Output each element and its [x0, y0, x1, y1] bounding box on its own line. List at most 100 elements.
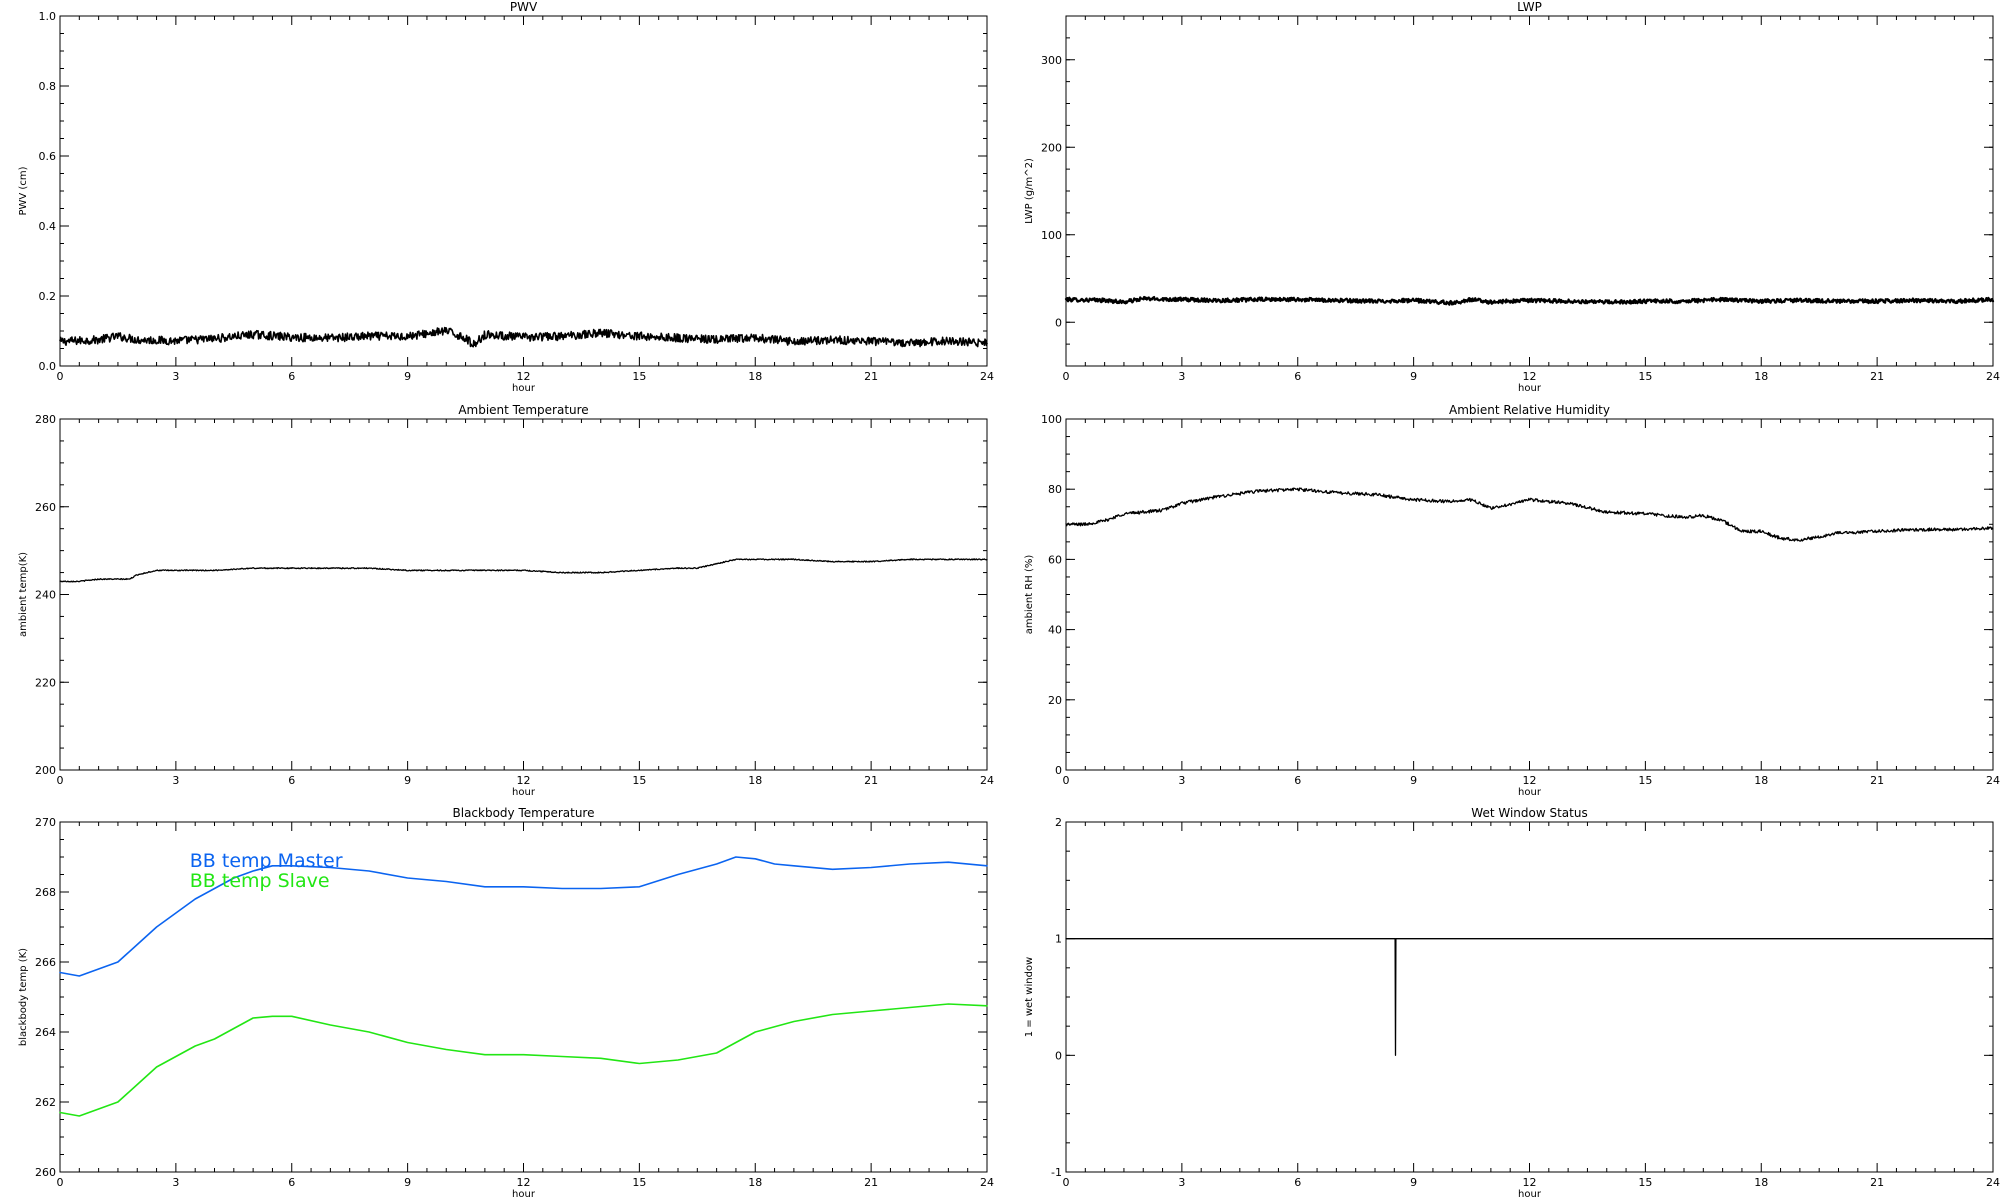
y-axis-label: ambient RH (%) — [1024, 555, 1035, 635]
y-tick-label: 200 — [35, 764, 56, 777]
chart-title: Ambient Relative Humidity — [1449, 403, 1610, 417]
x-tick-label: 12 — [517, 774, 531, 787]
series-line-1 — [1065, 938, 1994, 1056]
plot-frame — [59, 418, 988, 771]
x-tick-label: 0 — [1063, 1176, 1070, 1189]
x-axis-label: hour — [512, 1189, 536, 1200]
x-tick-label: 12 — [517, 370, 531, 383]
x-tick-label: 12 — [1523, 1176, 1537, 1189]
x-tick-label: 9 — [404, 774, 411, 787]
chart-title: Wet Window Status — [1471, 806, 1587, 820]
y-tick-label: 260 — [35, 1166, 56, 1179]
x-tick-label: 12 — [1523, 774, 1537, 787]
y-axis-label: blackbody temp (K) — [18, 948, 29, 1046]
x-tick-label: 3 — [172, 774, 179, 787]
x-tick-label: 15 — [632, 370, 646, 383]
x-tick-label: 0 — [57, 370, 64, 383]
y-tick-label: -1 — [1051, 1166, 1062, 1179]
y-tick-label: 1 — [1055, 933, 1062, 946]
y-tick-label: 0 — [1055, 316, 1062, 329]
x-tick-label: 0 — [57, 1176, 64, 1189]
y-tick-label: 266 — [35, 956, 56, 969]
chart-panel-3: Ambient Temperature 0 3 6 9 12 15 18 21 24 hour 200… — [18, 403, 994, 798]
x-tick-label: 0 — [1063, 370, 1070, 383]
y-tick-label: 60 — [1048, 553, 1062, 566]
x-tick-label: 15 — [1638, 370, 1652, 383]
x-tick-label: 0 — [57, 774, 64, 787]
x-tick-label: 18 — [748, 370, 762, 383]
x-tick-label: 9 — [1410, 370, 1417, 383]
y-tick-label: 0.8 — [39, 80, 57, 93]
x-tick-label: 18 — [748, 774, 762, 787]
y-tick-label: 0.0 — [39, 360, 57, 373]
x-tick-label: 9 — [1410, 1176, 1417, 1189]
x-tick-label: 21 — [1870, 1176, 1884, 1189]
series-line-1 — [59, 326, 988, 348]
y-tick-label: 260 — [35, 501, 56, 514]
x-tick-label: 21 — [1870, 774, 1884, 787]
y-axis-label: ambient temp(K) — [18, 552, 29, 637]
x-tick-label: 24 — [980, 370, 994, 383]
y-tick-label: 20 — [1048, 694, 1062, 707]
x-tick-label: 24 — [980, 1176, 994, 1189]
y-tick-label: 80 — [1048, 483, 1062, 496]
y-tick-label: 0.6 — [39, 150, 57, 163]
x-tick-label: 21 — [1870, 370, 1884, 383]
x-tick-label: 6 — [288, 774, 295, 787]
x-tick-label: 9 — [404, 370, 411, 383]
x-tick-label: 24 — [1986, 1176, 2000, 1189]
y-tick-label: 240 — [35, 589, 56, 602]
plot-frame — [1065, 821, 1994, 1173]
x-tick-label: 6 — [288, 370, 295, 383]
x-tick-label: 21 — [864, 774, 878, 787]
x-tick-label: 18 — [1754, 1176, 1768, 1189]
y-tick-label: 0 — [1055, 764, 1062, 777]
x-tick-label: 21 — [864, 370, 878, 383]
x-tick-label: 3 — [1178, 774, 1185, 787]
plot-frame — [59, 15, 988, 367]
x-tick-label: 3 — [172, 370, 179, 383]
y-axis-label: 1 = wet window — [1024, 957, 1035, 1037]
x-tick-label: 6 — [288, 1176, 295, 1189]
x-tick-label: 0 — [1063, 774, 1070, 787]
x-tick-label: 6 — [1294, 370, 1301, 383]
y-tick-label: 40 — [1048, 624, 1062, 637]
y-tick-label: 1.0 — [39, 10, 57, 23]
y-tick-label: 0 — [1055, 1049, 1062, 1062]
y-tick-label: 0.4 — [39, 220, 57, 233]
y-tick-label: 264 — [35, 1026, 56, 1039]
y-tick-label: 262 — [35, 1096, 56, 1109]
x-axis-label: hour — [1518, 1189, 1542, 1200]
x-tick-label: 18 — [1754, 774, 1768, 787]
x-tick-label: 12 — [1523, 370, 1537, 383]
x-tick-label: 24 — [1986, 774, 2000, 787]
x-tick-label: 21 — [864, 1176, 878, 1189]
x-tick-label: 9 — [404, 1176, 411, 1189]
legend-entry: BB temp Slave — [190, 870, 330, 892]
chart-panel-4: Ambient Relative Humidity 0 3 6 9 12 15 18 21 24 h… — [1024, 403, 2000, 798]
x-tick-label: 6 — [1294, 774, 1301, 787]
plot-frame — [1065, 15, 1994, 367]
x-tick-label: 3 — [172, 1176, 179, 1189]
chart-panel-2: LWP 0 3 6 9 12 15 18 21 24 hour 0 100 200 300 LWP (g/m^… — [1024, 0, 2000, 394]
plot-frame — [1065, 418, 1994, 771]
y-tick-label: 200 — [1041, 141, 1062, 154]
x-tick-label: 3 — [1178, 370, 1185, 383]
series-line-1 — [1065, 487, 1994, 542]
x-tick-label: 15 — [1638, 774, 1652, 787]
chart-title: Blackbody Temperature — [453, 806, 595, 820]
y-tick-label: 300 — [1041, 54, 1062, 67]
y-tick-label: 268 — [35, 886, 56, 899]
x-axis-label: hour — [1518, 383, 1542, 394]
y-tick-label: 280 — [35, 413, 56, 426]
series-line-bb-temp-master — [59, 856, 988, 977]
x-tick-label: 15 — [1638, 1176, 1652, 1189]
x-tick-label: 18 — [748, 1176, 762, 1189]
chart-panel-5: Blackbody Temperature 0 3 6 9 12 15 18 21 24 hour 2… — [18, 806, 994, 1200]
y-tick-label: 0.2 — [39, 290, 57, 303]
x-tick-label: 18 — [1754, 370, 1768, 383]
x-tick-label: 15 — [632, 1176, 646, 1189]
x-tick-label: 3 — [1178, 1176, 1185, 1189]
